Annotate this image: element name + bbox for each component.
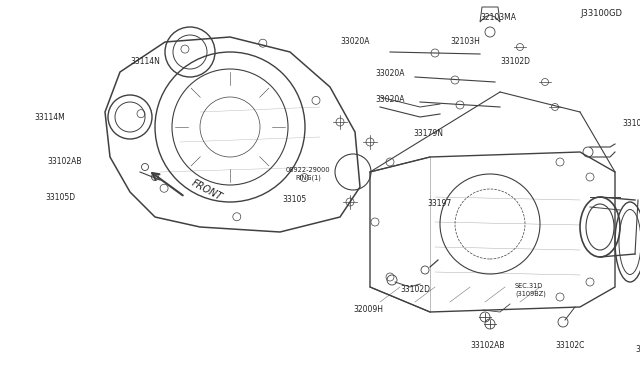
Text: 33114N: 33114N	[130, 58, 160, 67]
Text: 33105D: 33105D	[45, 192, 75, 202]
Text: FRONT: FRONT	[190, 177, 224, 202]
Text: 32103MA: 32103MA	[480, 13, 516, 22]
Text: 32103H: 32103H	[635, 346, 640, 355]
Text: 33102AB: 33102AB	[471, 341, 505, 350]
Text: 33102D: 33102D	[400, 285, 430, 295]
Text: 33020A: 33020A	[340, 38, 370, 46]
Text: 33102D: 33102D	[500, 58, 530, 67]
Text: 33179N: 33179N	[413, 129, 443, 138]
Text: 33197: 33197	[428, 199, 452, 208]
Text: J33100GD: J33100GD	[580, 10, 622, 19]
Text: 33105: 33105	[283, 196, 307, 205]
Text: 33020A: 33020A	[375, 96, 404, 105]
Text: 32009H: 32009H	[353, 305, 383, 314]
Text: 33102AB: 33102AB	[623, 119, 640, 128]
Text: 08922-29000
RING(1): 08922-29000 RING(1)	[285, 167, 330, 181]
Text: 33114M: 33114M	[35, 112, 65, 122]
Text: 33102AB: 33102AB	[48, 157, 83, 167]
Text: 32103H: 32103H	[450, 38, 480, 46]
Text: SEC.31D
(3109BZ): SEC.31D (3109BZ)	[515, 283, 546, 297]
Text: 33102C: 33102C	[556, 341, 585, 350]
Text: 33020A: 33020A	[375, 70, 404, 78]
